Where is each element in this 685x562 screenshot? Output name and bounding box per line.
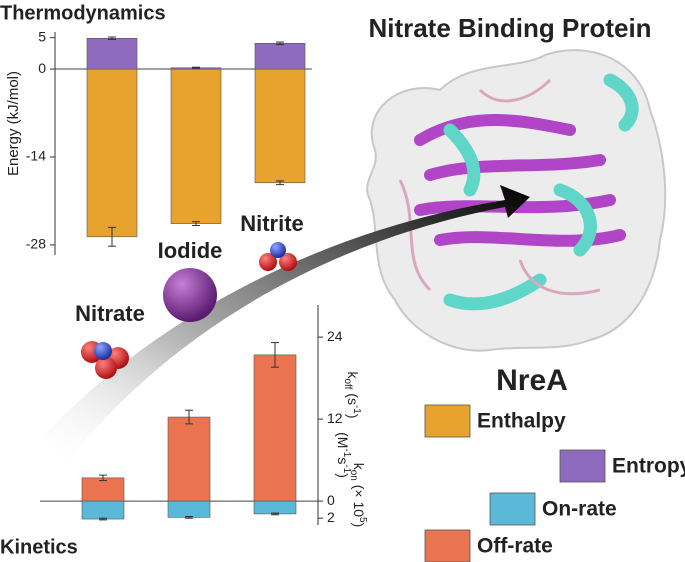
- error-bar: [185, 515, 193, 519]
- legend-swatch: [424, 404, 471, 438]
- label-part: (M: [335, 432, 351, 448]
- chart-title: Kinetics: [0, 536, 78, 558]
- bar: [253, 500, 297, 515]
- legend-swatch: [559, 449, 606, 483]
- y-axis-label: koff (s-1): [342, 371, 362, 418]
- category-label: Nitrite: [240, 211, 304, 236]
- bar: [81, 500, 125, 520]
- label-part: ): [335, 473, 351, 478]
- bar: [167, 500, 211, 518]
- bar: [167, 416, 211, 502]
- error-bar: [276, 41, 284, 46]
- y-tick-label: -28: [26, 236, 46, 252]
- label-part: (× 10: [351, 481, 367, 517]
- y-tick-label: 24: [327, 328, 343, 344]
- error-bar: [185, 409, 193, 425]
- error-bar: [108, 36, 116, 41]
- bar: [254, 43, 306, 70]
- bar: [254, 68, 306, 184]
- y-tick-label: 0: [327, 492, 335, 508]
- legend-label: Enthalpy: [477, 410, 566, 433]
- label-part: ): [345, 414, 361, 419]
- bar: [81, 477, 125, 502]
- error-bar: [271, 342, 279, 368]
- error-bar: [276, 180, 284, 186]
- y-axis-label: Energy (kJ/mol): [5, 71, 22, 176]
- protein-name: NreA: [496, 364, 568, 397]
- bar: [170, 68, 222, 224]
- error-bar: [192, 66, 200, 69]
- legend-label: Entropy: [612, 455, 685, 478]
- label-part: -1: [351, 405, 362, 414]
- y-tick-label: 2: [327, 509, 335, 525]
- category-label: Nitrate: [75, 301, 145, 326]
- bar: [253, 354, 297, 502]
- label-part: s: [335, 457, 351, 464]
- figure-title: Nitrate Binding Protein: [368, 13, 651, 43]
- label-part: off: [342, 378, 353, 389]
- label-part: 5: [357, 517, 368, 523]
- label-part: on: [348, 470, 359, 481]
- error-bar: [108, 226, 116, 247]
- error-bar: [99, 474, 107, 482]
- label-part: -1: [341, 448, 352, 457]
- label-part: ): [351, 523, 367, 528]
- error-bar: [99, 517, 107, 521]
- y-tick-label: 5: [38, 28, 46, 44]
- label-part: k: [351, 463, 367, 471]
- legend-label: Off-rate: [477, 535, 553, 558]
- label-part: (s: [345, 389, 361, 405]
- y-tick-label: 12: [327, 410, 343, 426]
- category-label: Iodide: [158, 238, 223, 263]
- label-part: k: [345, 371, 361, 379]
- error-bar: [271, 512, 279, 516]
- y-tick-label: 0: [38, 60, 46, 76]
- nitrite-molecule: [259, 242, 297, 271]
- y2-axis-label: kon (× 105)(M-1s-1): [335, 432, 368, 527]
- label-part: -1: [341, 464, 352, 473]
- legend-label: On-rate: [542, 498, 617, 521]
- bar: [86, 37, 138, 70]
- chart-title: Thermodynamics: [0, 2, 166, 24]
- bar: [86, 68, 138, 238]
- nitrate-molecule: [81, 341, 129, 379]
- legend-swatch: [489, 492, 536, 526]
- error-bar: [192, 221, 200, 226]
- y-tick-label: -14: [26, 148, 46, 164]
- legend-swatch: [424, 529, 471, 562]
- iodide-molecule: [163, 268, 217, 322]
